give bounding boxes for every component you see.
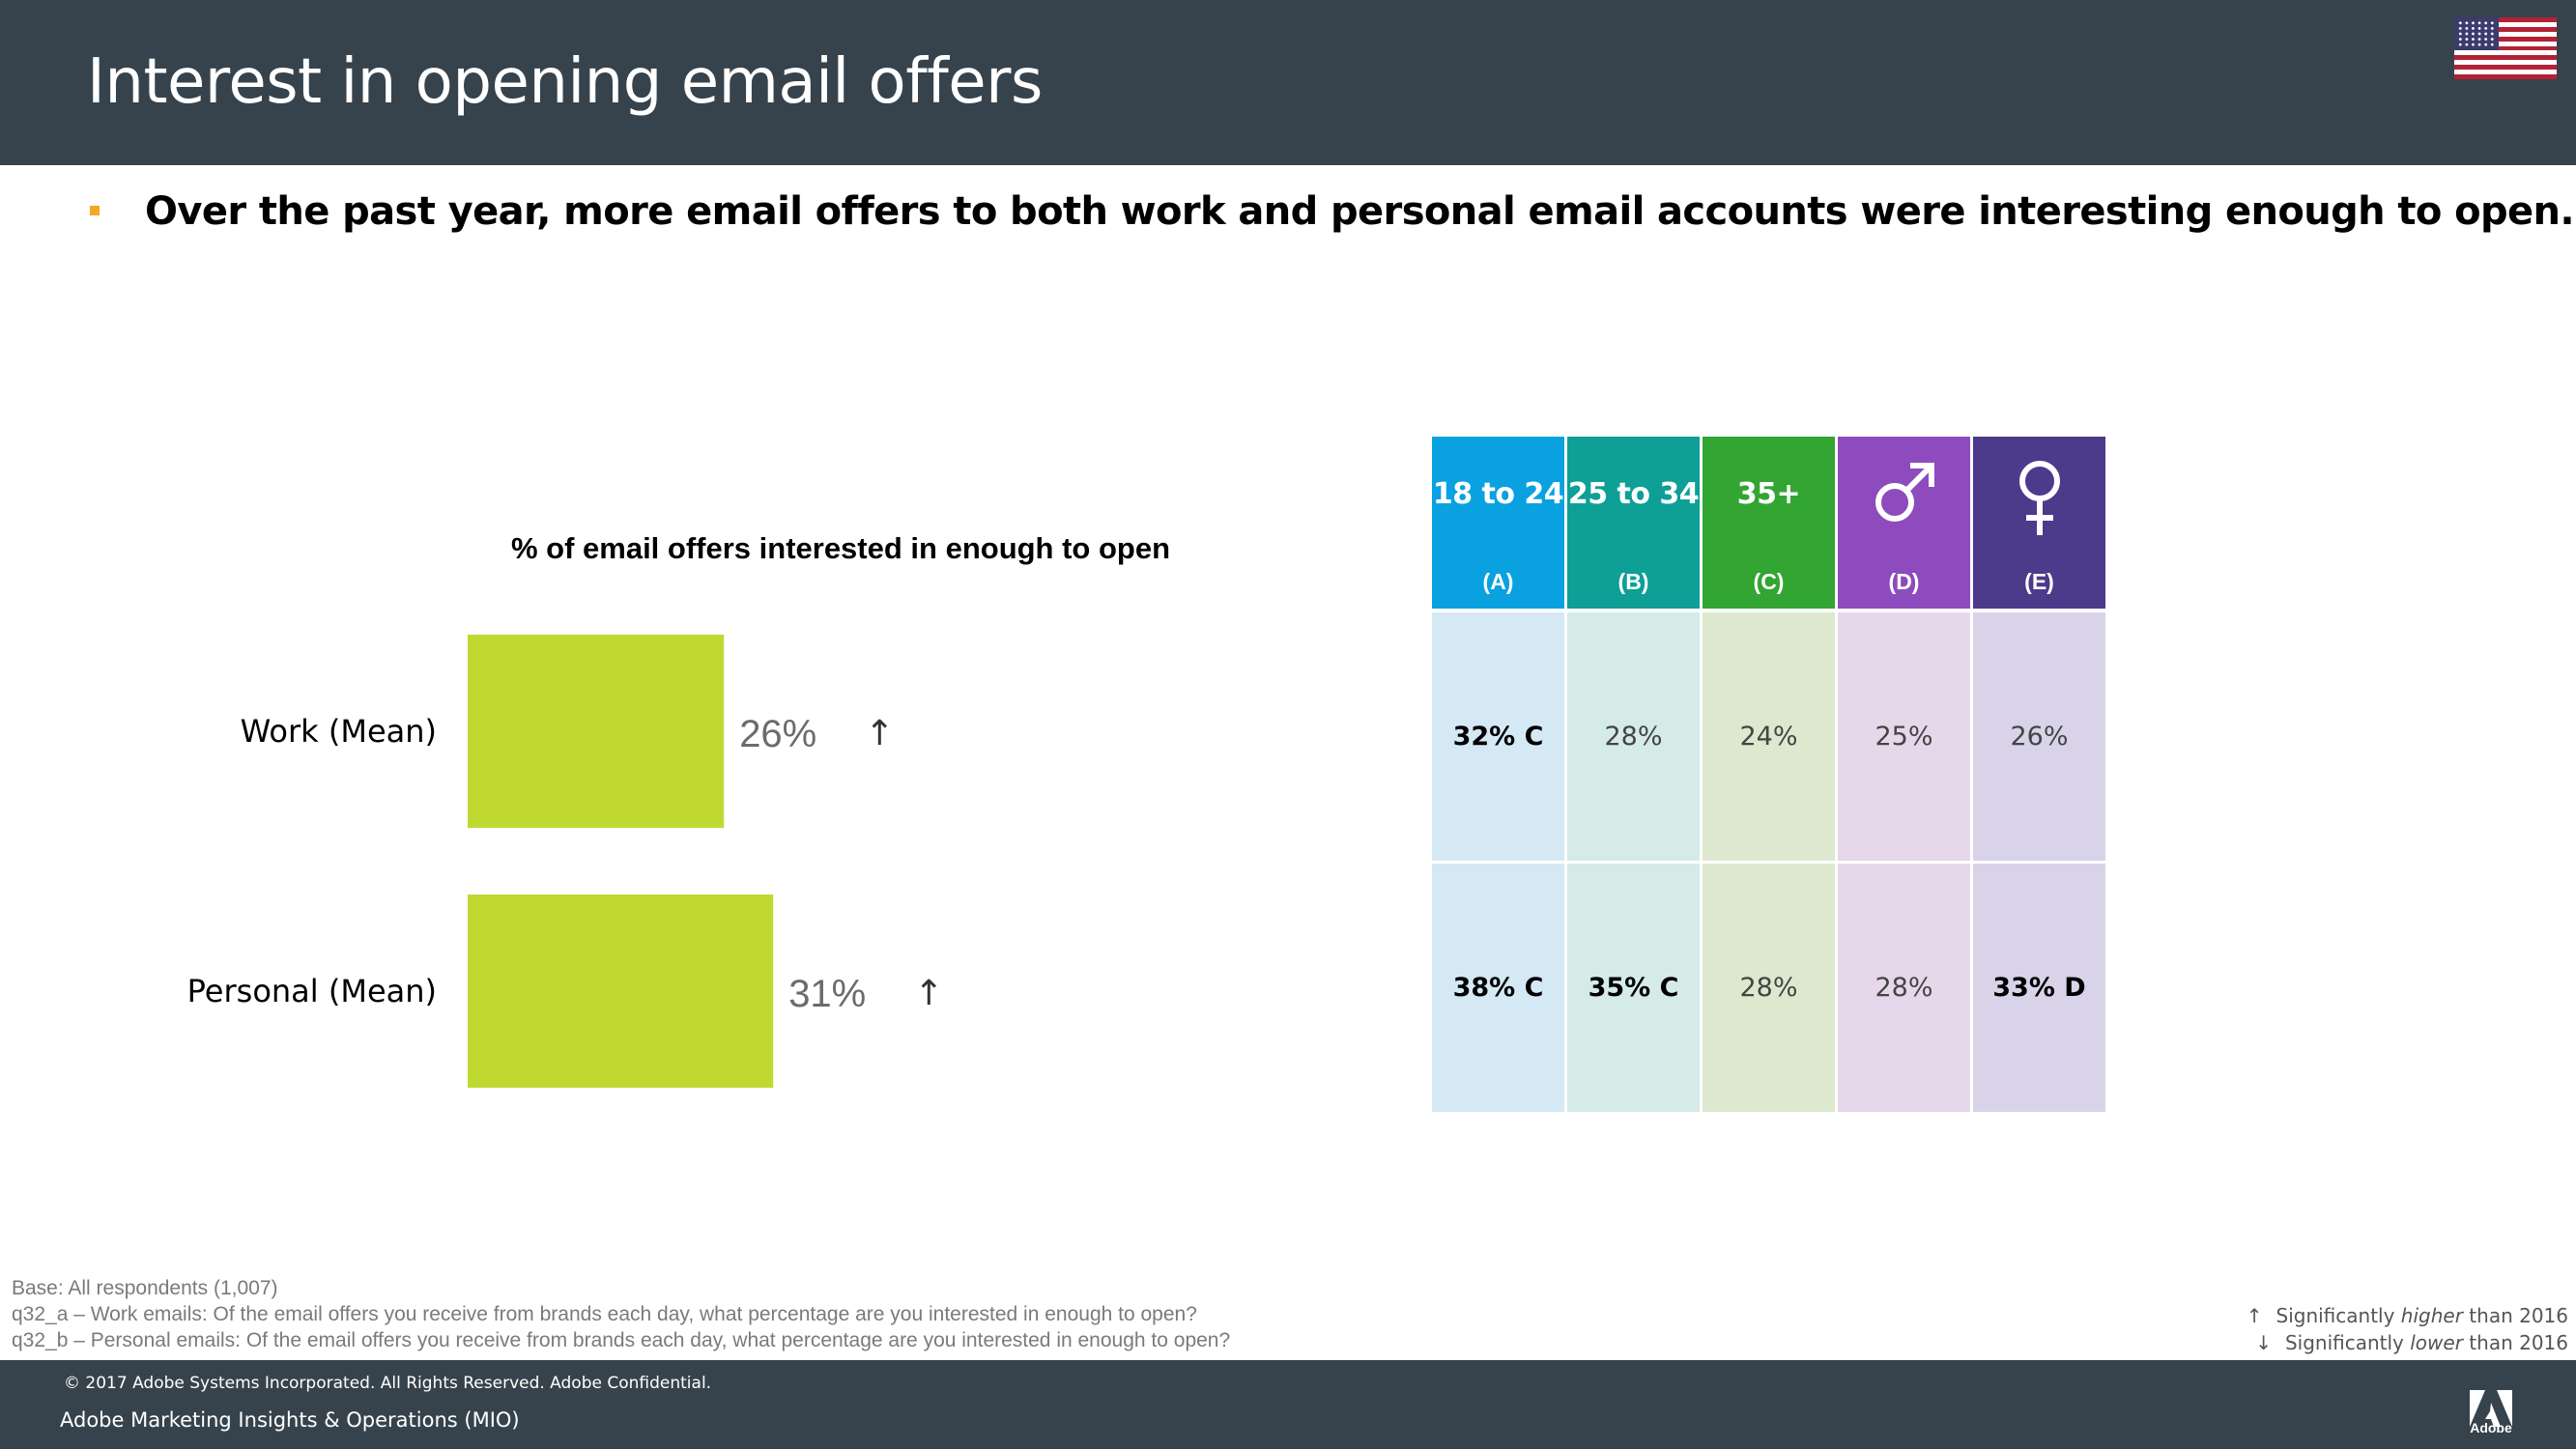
header-bar: Interest in opening email offers <box>0 0 2576 165</box>
page-title: Interest in opening email offers <box>87 46 1043 118</box>
data-label: 31% <box>788 973 866 1015</box>
column-letter: (A) <box>1482 569 1514 594</box>
question-note-personal: q32_b – Personal emails: Of the email of… <box>12 1329 1231 1351</box>
category-label: Personal (Mean) <box>187 973 437 1009</box>
table-cell: 35% C <box>1567 864 1700 1112</box>
team-name: Adobe Marketing Insights & Operations (M… <box>60 1408 520 1432</box>
adobe-logo-text: Adobe <box>2470 1420 2512 1435</box>
table-cell: 28% <box>1703 864 1835 1112</box>
legend-lower: ↓ Significantly lower than 2016 <box>2255 1331 2568 1354</box>
category-label: Work (Mean) <box>241 713 437 750</box>
column-label: 18 to 24 <box>1432 477 1564 511</box>
down-arrow-icon: ↓ <box>2255 1331 2272 1354</box>
significance-legend: ↑ Significantly higher than 2016 ↓ Signifi… <box>2247 1302 2568 1356</box>
data-label: 26% <box>739 713 816 755</box>
significance-up-arrow-icon: ↑ <box>865 714 894 753</box>
base-note: Base: All respondents (1,007) <box>12 1277 278 1299</box>
column-letter: (B) <box>1617 569 1649 594</box>
legend-higher: ↑ Significantly higher than 2016 <box>2246 1304 2568 1327</box>
column-header: 35+ (C) <box>1703 437 1835 609</box>
table-cell: 25% <box>1838 612 1970 861</box>
adobe-logo-icon <box>2470 1390 2512 1427</box>
footer-bar: © 2017 Adobe Systems Incorporated. All R… <box>0 1360 2576 1449</box>
subtitle: Over the past year, more email offers to… <box>145 189 2575 234</box>
significance-up-arrow-icon: ↑ <box>914 974 943 1013</box>
us-flag-icon <box>2454 17 2557 79</box>
table-cell: 32% C <box>1432 612 1564 861</box>
bullet-icon <box>90 206 100 215</box>
bar-chart: Work (Mean) 26% ↑ Personal (Mean) 31% ↑ <box>187 635 943 1088</box>
column-letter: (C) <box>1753 569 1785 594</box>
copyright-text: © 2017 Adobe Systems Incorporated. All R… <box>64 1374 712 1393</box>
table-cell: 28% <box>1838 864 1970 1112</box>
table-cell: 38% C <box>1432 864 1564 1112</box>
footnotes: Base: All respondents (1,007) q32_a – Wo… <box>12 1275 1230 1353</box>
bar-work <box>468 635 725 828</box>
column-letter: (D) <box>1888 569 1920 594</box>
column-header: 25 to 34 (B) <box>1567 437 1700 609</box>
table-cell: 24% <box>1703 612 1835 861</box>
question-note-work: q32_a – Work emails: Of the email offers… <box>12 1303 1197 1325</box>
table-cell: 33% D <box>1973 864 2105 1112</box>
table-cell: 26% <box>1973 612 2105 861</box>
column-letter: (E) <box>2024 569 2054 594</box>
female-symbol-icon <box>1973 454 2105 546</box>
column-header: (E) <box>1973 437 2105 609</box>
up-arrow-icon: ↑ <box>2246 1304 2263 1327</box>
column-header: (D) <box>1838 437 1970 609</box>
column-label: 35+ <box>1736 477 1801 511</box>
male-symbol-icon <box>1838 454 1970 536</box>
column-label: 25 to 34 <box>1567 477 1700 511</box>
bar-personal <box>468 895 774 1088</box>
table-cell: 28% <box>1567 612 1700 861</box>
chart-title: % of email offers interested in enough t… <box>510 531 1171 565</box>
column-header: 18 to 24 (A) <box>1432 437 1564 609</box>
